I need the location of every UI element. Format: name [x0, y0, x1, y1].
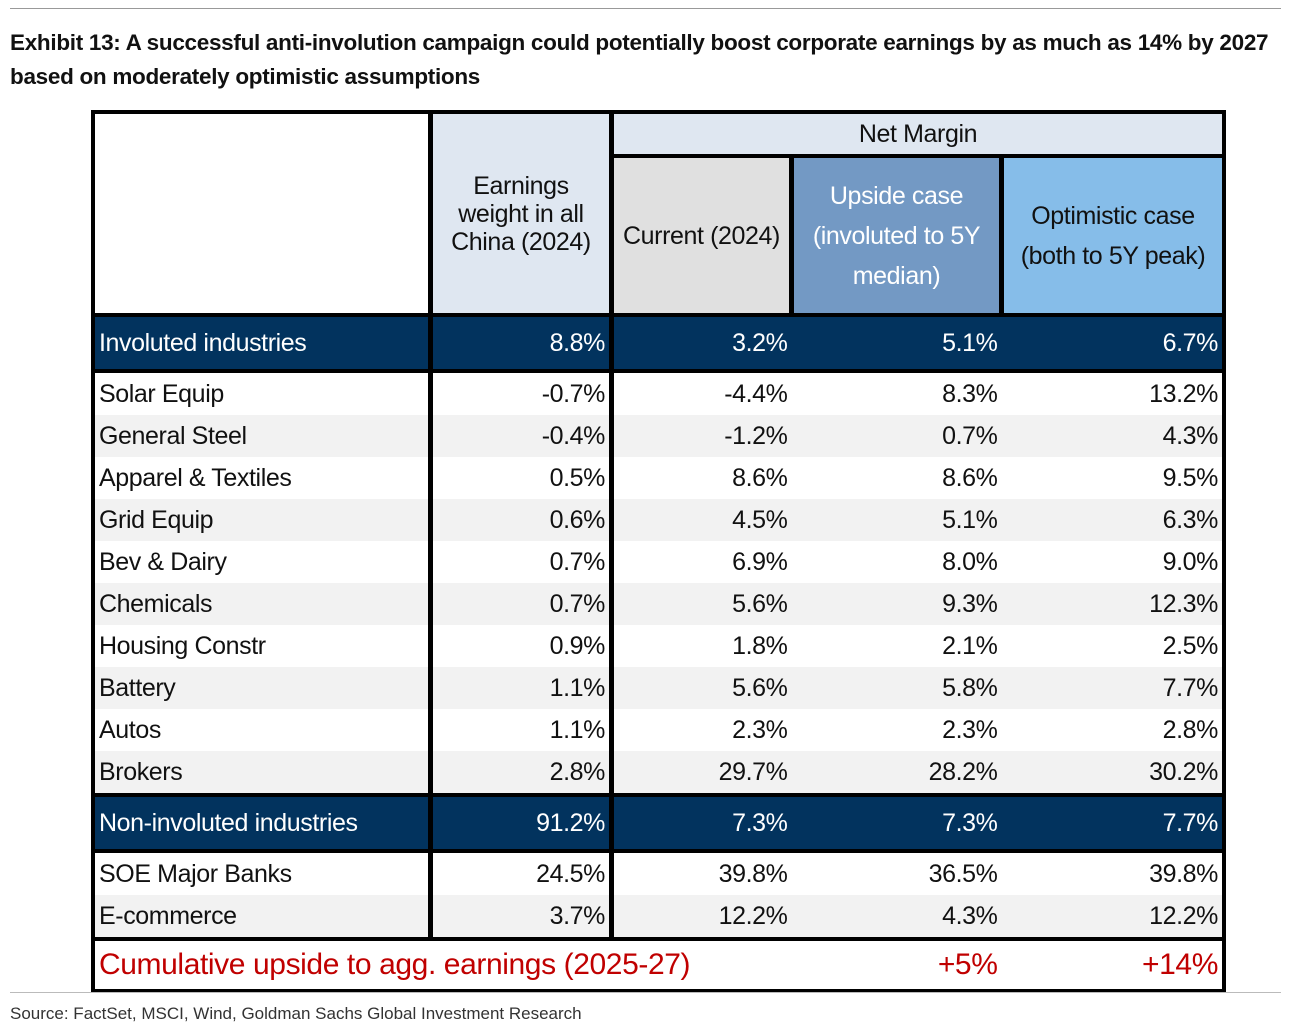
table-row: SOE Major Banks 24.5% 39.8% 36.5% 39.8%: [93, 851, 1224, 895]
optimistic-cell: 6.3%: [1001, 499, 1224, 541]
weight-cell: 24.5%: [430, 851, 614, 895]
upside-cell: 2.1%: [942, 631, 998, 660]
upside-cell: 36.5%: [928, 859, 998, 888]
row-label: Non-involuted industries: [93, 793, 433, 853]
row-label: Apparel & Textiles: [93, 457, 433, 499]
row-label: Housing Constr: [93, 625, 433, 667]
current-cell: 6.9%: [732, 547, 788, 576]
row-label: Solar Equip: [93, 371, 433, 415]
optimistic-cell: 4.3%: [1001, 415, 1224, 457]
weight-cell: 0.9%: [430, 625, 614, 667]
current-cell: 5.6%: [611, 667, 792, 709]
table-row: General Steel -0.4% -1.2% 0.7% 4.3%: [93, 415, 1224, 457]
exhibit-title: Exhibit 13: A successful anti-involution…: [10, 30, 1269, 89]
weight-cell: -0.7%: [430, 371, 614, 415]
current-cell: -4.4%: [724, 379, 788, 408]
weight-cell: 1.1%: [430, 709, 614, 751]
row-label: Brokers: [93, 751, 433, 795]
earnings-table: Earnings weight in all China (2024) Net …: [91, 110, 1226, 993]
optimistic-cell: 12.3%: [1001, 583, 1224, 625]
upside-cell: 8.6%: [942, 463, 998, 492]
weight-cell: 0.7%: [430, 583, 614, 625]
section-row-involuted: Involuted industries 8.8% 3.2% 5.1% 6.7%: [93, 313, 1224, 373]
row-label: Bev & Dairy: [93, 541, 433, 583]
current-cell: 3.2%: [611, 313, 792, 373]
row-label: E-commerce: [93, 895, 433, 939]
optimistic-header: Optimistic case (both to 5Y peak): [1001, 156, 1224, 315]
upside-cell: 5.1%: [791, 313, 1002, 373]
row-label: SOE Major Banks: [93, 851, 433, 895]
optimistic-cell: 13.2%: [1149, 379, 1218, 408]
current-cell: 29.7%: [611, 751, 792, 795]
optimistic-cell: 12.2%: [1001, 895, 1224, 939]
weight-cell: 8.8%: [430, 313, 614, 373]
optimistic-cell: 9.0%: [1162, 547, 1219, 576]
weight-cell: 0.7%: [430, 541, 614, 583]
table-row: Chemicals 0.7% 5.6% 9.3% 12.3%: [93, 583, 1224, 625]
row-label: Chemicals: [93, 583, 433, 625]
weight-header: Earnings weight in all China (2024): [430, 112, 614, 317]
optimistic-cell: 2.8%: [1162, 715, 1219, 744]
table-row: Grid Equip 0.6% 4.5% 5.1% 6.3%: [93, 499, 1224, 541]
bottom-divider: [10, 992, 1281, 993]
upside-cell: 7.3%: [791, 793, 1002, 853]
upside-cell: 0.7%: [791, 415, 1002, 457]
row-label: Autos: [93, 709, 433, 751]
current-cell: 1.8%: [732, 631, 788, 660]
section-row-non-involuted: Non-involuted industries 91.2% 7.3% 7.3% 7.7…: [93, 793, 1224, 853]
current-cell: 8.6%: [732, 463, 788, 492]
table-row: E-commerce 3.7% 12.2% 4.3% 12.2%: [93, 895, 1224, 939]
optimistic-cell: 9.5%: [1162, 463, 1219, 492]
optimistic-cell: 2.5%: [1162, 631, 1219, 660]
current-header: Current (2024): [611, 156, 794, 315]
weight-cell: 91.2%: [430, 793, 614, 853]
row-label: Involuted industries: [93, 313, 433, 373]
optimistic-cell: 6.7%: [1001, 313, 1224, 373]
cumulative-row: Cumulative upside to agg. earnings (2025…: [93, 937, 1224, 991]
upside-cell: 9.3%: [791, 583, 1002, 625]
cumulative-optimistic: +14%: [1001, 937, 1224, 991]
current-cell: -1.2%: [611, 415, 792, 457]
upside-cell: 28.2%: [791, 751, 1002, 795]
current-cell: 5.6%: [611, 583, 792, 625]
top-divider: [10, 8, 1281, 9]
source-note: Source: FactSet, MSCI, Wind, Goldman Sac…: [10, 1004, 582, 1023]
row-label: Grid Equip: [93, 499, 433, 541]
optimistic-cell: 7.7%: [1001, 667, 1224, 709]
optimistic-cell: 39.8%: [1149, 859, 1218, 888]
current-cell: 39.8%: [718, 859, 788, 888]
current-cell: 4.5%: [611, 499, 792, 541]
upside-cell: 8.3%: [942, 379, 998, 408]
weight-cell: 3.7%: [430, 895, 614, 939]
weight-cell: 0.6%: [430, 499, 614, 541]
current-cell: 12.2%: [611, 895, 792, 939]
upside-cell: 8.0%: [942, 547, 998, 576]
upside-cell: 2.3%: [942, 715, 998, 744]
blank-header: [93, 112, 433, 317]
table-row: Bev & Dairy 0.7% 6.9% 8.0% 9.0%: [93, 541, 1224, 583]
upside-header: Upside case (involuted to 5Y median): [791, 156, 1004, 315]
cumulative-upside: +5%: [791, 937, 1002, 991]
upside-cell: 5.1%: [791, 499, 1002, 541]
row-label: Battery: [93, 667, 433, 709]
current-cell: 7.3%: [611, 793, 792, 853]
optimistic-cell: 7.7%: [1001, 793, 1224, 853]
table-row: Apparel & Textiles 0.5% 8.6% 8.6% 9.5%: [93, 457, 1224, 499]
cumulative-label: Cumulative upside to agg. earnings (2025…: [93, 937, 792, 991]
weight-cell: 2.8%: [430, 751, 614, 795]
upside-cell: 4.3%: [791, 895, 1002, 939]
row-label: General Steel: [93, 415, 433, 457]
table-row: Brokers 2.8% 29.7% 28.2% 30.2%: [93, 751, 1224, 795]
upside-cell: 5.8%: [791, 667, 1002, 709]
table-row: Autos 1.1% 2.3% 2.3% 2.8%: [93, 709, 1224, 751]
table-row: Battery 1.1% 5.6% 5.8% 7.7%: [93, 667, 1224, 709]
net-margin-header: Net Margin: [611, 112, 1224, 158]
optimistic-cell: 30.2%: [1001, 751, 1224, 795]
weight-cell: -0.4%: [430, 415, 614, 457]
table-row: Solar Equip -0.7% -4.4% 8.3% 13.2%: [93, 371, 1224, 415]
current-cell: 2.3%: [732, 715, 788, 744]
weight-cell: 0.5%: [430, 457, 614, 499]
table-row: Housing Constr 0.9% 1.8% 2.1% 2.5%: [93, 625, 1224, 667]
weight-cell: 1.1%: [430, 667, 614, 709]
